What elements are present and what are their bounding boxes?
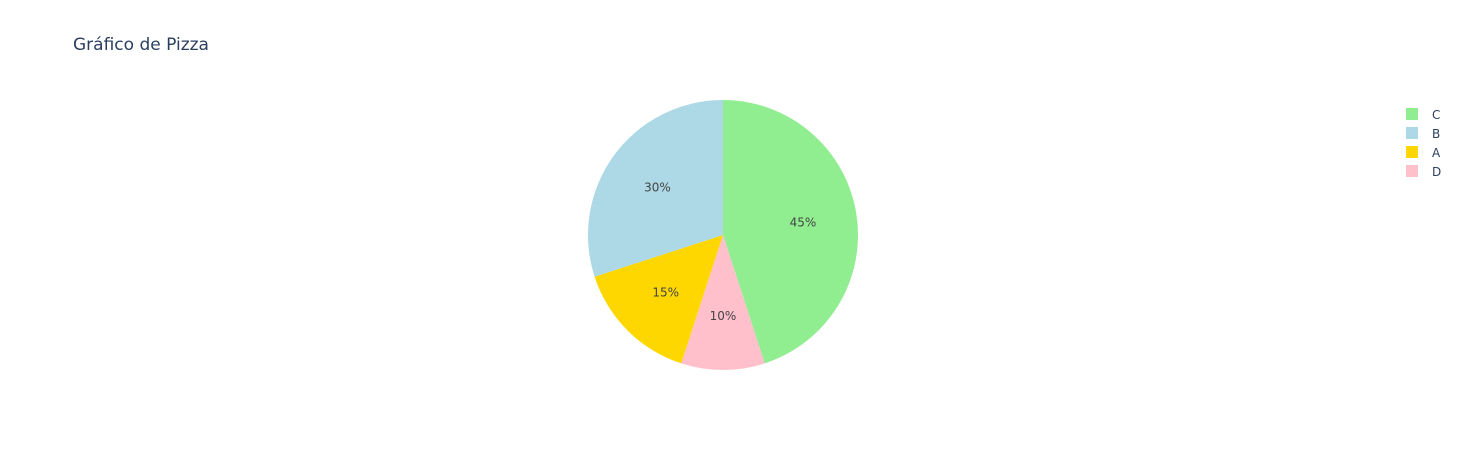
legend-swatch-a bbox=[1406, 146, 1418, 158]
slice-label-b: 30% bbox=[644, 180, 671, 194]
legend-label-b: B bbox=[1432, 127, 1440, 141]
legend-swatch-c bbox=[1406, 108, 1418, 120]
pie-slices bbox=[588, 100, 858, 371]
slice-label-d: 10% bbox=[710, 309, 737, 323]
legend-label-d: D bbox=[1432, 165, 1441, 179]
chart-title: Gráfico de Pizza bbox=[73, 35, 209, 55]
legend-item-a[interactable]: A bbox=[1406, 146, 1441, 160]
legend-label-c: C bbox=[1432, 108, 1440, 122]
legend-item-d[interactable]: D bbox=[1406, 165, 1441, 179]
slice-label-c: 45% bbox=[790, 215, 817, 229]
pie-slice-b[interactable] bbox=[588, 100, 723, 277]
slice-label-a: 15% bbox=[652, 285, 679, 299]
legend-item-c[interactable]: C bbox=[1406, 108, 1440, 122]
legend-item-b[interactable]: B bbox=[1406, 127, 1440, 141]
legend-swatch-d bbox=[1406, 165, 1418, 177]
pie-slice-a[interactable] bbox=[594, 235, 723, 364]
pie-slice-d[interactable] bbox=[681, 235, 765, 371]
legend-swatch-b bbox=[1406, 127, 1418, 139]
legend-label-a: A bbox=[1432, 146, 1441, 160]
slice-labels: 45% 10% 15% 30% bbox=[644, 180, 816, 323]
pie-slice-c[interactable] bbox=[723, 100, 858, 364]
